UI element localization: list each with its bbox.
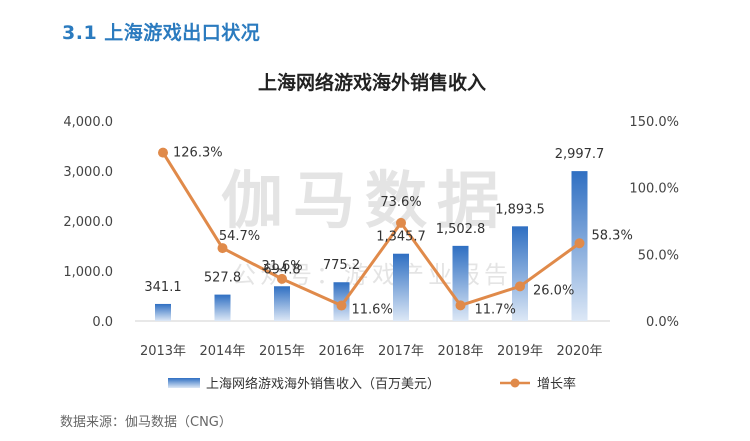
line-marker — [515, 281, 525, 292]
left-tick-label: 0.0 — [92, 315, 113, 330]
bar-data-labels: 341.1 527.8 694.8 775.2 1,345.7 1,502.8 1,893.… — [144, 147, 604, 295]
line-value-label: 31.6% — [261, 259, 302, 274]
line-data-labels: 126.3% 54.7%31.6% 11.6% 73.6% 11.7% 26.0% 58.3… — [173, 146, 633, 318]
left-axis: 0.0 1,000.0 2,000.0 3,000.0 4,000.0 — [63, 115, 113, 330]
line-series — [158, 147, 585, 311]
bar-value-label: 527.8 — [204, 271, 241, 286]
bar-value-label: 775.2 — [323, 258, 360, 273]
line-marker — [574, 238, 585, 249]
x-tick-label: 2017年 — [378, 344, 424, 359]
left-tick-label: 2,000.0 — [63, 215, 113, 230]
bar-value-label: 341.1 — [144, 280, 181, 295]
legend-swatch-bar — [168, 378, 200, 388]
left-tick-label: 4,000.0 — [63, 115, 113, 130]
x-tick-label: 2013年 — [140, 344, 186, 359]
x-axis: 2013年 2014年 2015年 2016年 2017年 2018年 2019年 2020年 — [140, 344, 603, 359]
bar-value-label: 1,345.7 — [376, 230, 426, 245]
section-title: 3.1 上海游戏出口状况 — [62, 22, 261, 44]
x-tick-label: 2018年 — [437, 344, 483, 359]
watermark-main: 伽马数据 — [221, 164, 509, 237]
bar-value-label: 694.8 — [263, 262, 300, 277]
line-marker — [455, 300, 466, 311]
line-marker — [396, 217, 406, 228]
line-value-label: 73.6% — [380, 195, 421, 210]
x-tick-label: 2016年 — [318, 344, 364, 359]
bar — [214, 294, 231, 321]
line-value-label: 11.6% — [352, 303, 393, 318]
line-value-label: 126.3% — [173, 146, 223, 161]
line-value-label: 26.0% — [533, 283, 574, 298]
legend: 上海网络游戏海外销售收入（百万美元） 增长率 — [168, 376, 576, 392]
line-marker — [217, 243, 228, 254]
legend-label-bar: 上海网络游戏海外销售收入（百万美元） — [206, 376, 440, 392]
right-tick-label: 50.0% — [638, 248, 679, 263]
legend-swatch-marker — [510, 378, 520, 388]
bar — [393, 253, 409, 321]
chart-title: 上海网络游戏海外销售收入 — [258, 71, 486, 94]
right-tick-label: 0.0% — [646, 315, 679, 330]
line-value-label: 58.3% — [592, 228, 633, 243]
left-tick-label: 3,000.0 — [63, 165, 113, 180]
bar-value-label: 1,502.8 — [436, 222, 486, 237]
bar-value-label: 2,997.7 — [555, 147, 605, 162]
x-tick-label: 2015年 — [259, 344, 305, 359]
watermark: 伽马数据 公众号：游戏产业报告 — [221, 164, 509, 289]
line-marker — [336, 300, 347, 311]
bar — [512, 226, 528, 321]
right-tick-label: 100.0% — [629, 182, 679, 197]
line-marker — [277, 273, 287, 284]
source-note: 数据来源：伽马数据（CNG） — [60, 415, 232, 430]
x-tick-label: 2014年 — [199, 344, 245, 359]
bar — [155, 303, 171, 321]
line-value-label: 54.7% — [219, 229, 260, 244]
x-tick-label: 2019年 — [497, 344, 543, 359]
legend-label-line: 增长率 — [537, 376, 576, 392]
line-path — [161, 151, 581, 308]
bar-value-label: 1,893.5 — [495, 202, 545, 217]
line-value-label: 11.7% — [475, 302, 516, 317]
left-tick-label: 1,000.0 — [63, 265, 113, 280]
right-axis: 0.0% 50.0% 100.0% 150.0% — [629, 115, 679, 330]
bar — [274, 286, 290, 321]
line-marker — [158, 147, 168, 158]
right-tick-label: 150.0% — [629, 115, 679, 130]
x-tick-label: 2020年 — [556, 344, 602, 359]
